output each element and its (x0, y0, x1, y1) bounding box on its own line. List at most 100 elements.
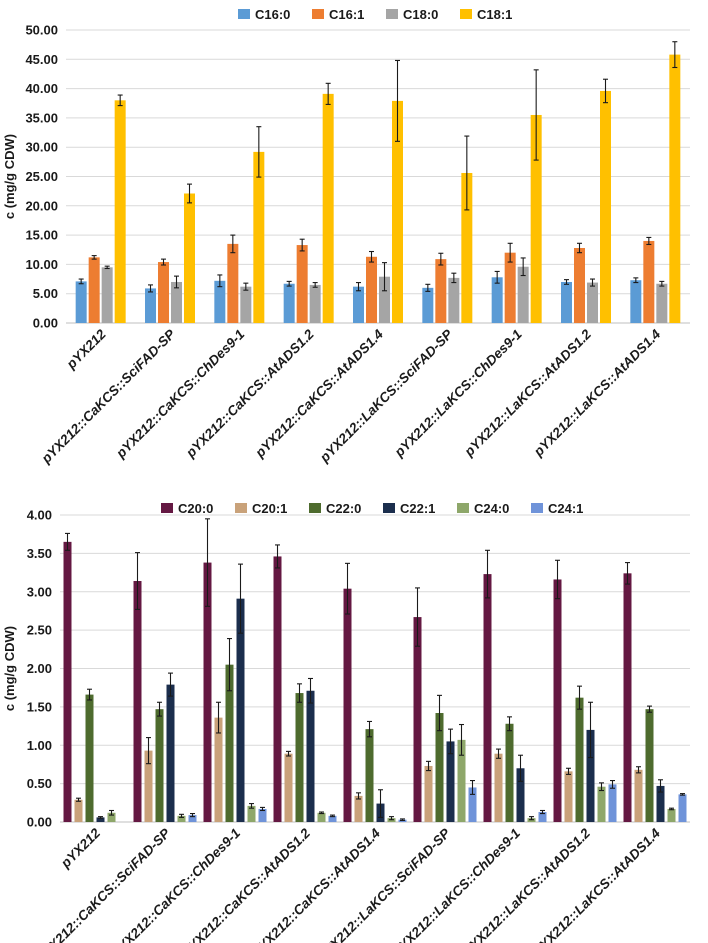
series-C18-1 (114, 41, 681, 324)
bar (74, 799, 83, 822)
y-axis-label: c (mg/g CDW) (2, 134, 17, 219)
bar (505, 723, 514, 822)
y-tick-label: 2.50 (27, 623, 52, 638)
bar (85, 694, 94, 822)
y-axis-label: c (mg/g CDW) (2, 626, 17, 711)
legend: C20:0 C20:1 C22:0 C22:1 C24:0 C24:1 (161, 501, 583, 516)
legend-swatch (531, 503, 543, 513)
bar (354, 795, 363, 822)
y-tick-label: 45.00 (25, 52, 58, 67)
bar (236, 598, 245, 822)
x-tick-label: pYX212::LaKCS::SciFAD-SP (316, 326, 456, 466)
bar (365, 729, 374, 822)
bar (317, 812, 326, 822)
bar (630, 280, 642, 323)
y-tick-label: 40.00 (25, 81, 58, 96)
bar (586, 729, 595, 822)
x-tick-label: pYX212 (57, 825, 103, 871)
bar (457, 739, 466, 822)
bar (587, 282, 598, 323)
x-tick-label: pYX212::LaKCS::AtADS1.2 (461, 326, 595, 460)
bar (561, 281, 572, 323)
legend-swatch (309, 503, 321, 513)
bar (669, 54, 681, 323)
bar (203, 562, 212, 822)
bar (247, 805, 256, 822)
bar (448, 277, 460, 323)
bar (574, 247, 585, 323)
series-C24-0 (107, 723, 676, 822)
bar (504, 252, 516, 323)
bar (283, 283, 295, 323)
bar (564, 771, 573, 822)
bar (214, 717, 223, 822)
bar (273, 556, 282, 822)
y-tick-label: 4.00 (27, 508, 52, 523)
legend-label: C20:0 (178, 501, 213, 516)
x-tick-label: pYX212::CaKCS::AtADS1.4 (252, 326, 387, 461)
bar (322, 93, 334, 324)
y-tick-label: 1.50 (27, 699, 52, 714)
bar (214, 280, 226, 323)
y-tick-label: 0.00 (33, 316, 58, 331)
bar (155, 709, 164, 822)
bar (184, 193, 195, 323)
y-tick-label: 2.00 (27, 661, 52, 676)
legend-label: C18:0 (403, 7, 438, 22)
y-tick-label: 25.00 (25, 169, 58, 184)
bar (158, 262, 169, 323)
bar (517, 266, 529, 323)
y-tick-label: 15.00 (25, 228, 58, 243)
bar (114, 100, 126, 323)
bar (491, 277, 503, 323)
legend-swatch (383, 503, 395, 513)
bar (667, 808, 676, 822)
bar (645, 709, 654, 822)
bar (63, 541, 72, 822)
y-tick-label: 35.00 (25, 110, 58, 125)
bar (295, 693, 304, 822)
series-C18-0 (101, 257, 668, 323)
chart-2: 0.00 0.50 1.00 1.50 2.00 2.50 3.00 3.50 4.00 c (m… (2, 501, 690, 943)
bar (96, 817, 105, 822)
legend-swatch (161, 503, 173, 513)
bar (107, 812, 116, 822)
bar (634, 769, 643, 822)
legend-swatch (238, 9, 250, 19)
series-C20-0 (63, 518, 632, 822)
bar (227, 243, 239, 323)
bar (145, 288, 156, 323)
y-tick-label: 10.00 (25, 257, 58, 272)
series-C16-0 (75, 270, 642, 323)
series-C22-0 (85, 638, 654, 822)
bar (553, 579, 562, 822)
x-tick-label: pYX212::CaKCS::AtADS1.2 (182, 326, 317, 461)
bar (171, 281, 182, 323)
legend-swatch (457, 503, 469, 513)
bar (446, 741, 455, 822)
legend-swatch (460, 9, 472, 19)
legend-label: C16:0 (255, 7, 290, 22)
bar (177, 815, 186, 822)
legend-label: C20:1 (252, 501, 287, 516)
bar (309, 284, 321, 323)
bar (608, 784, 617, 822)
bar (166, 684, 175, 822)
bar (530, 114, 542, 323)
x-tick-label: pYX212 (63, 326, 109, 372)
bar (284, 753, 293, 822)
bar (296, 245, 308, 323)
bar (328, 815, 337, 822)
legend-label: C22:1 (400, 501, 435, 516)
bar (258, 808, 267, 822)
y-tick-label: 3.00 (27, 584, 52, 599)
bar (623, 573, 632, 822)
series-C20-1 (74, 701, 643, 822)
x-tick-label: pYX212::LaKCS::AtADS1.4 (530, 825, 664, 943)
bar (643, 240, 655, 323)
x-tick-label: pYX212::LaKCS::AtADS1.4 (530, 326, 664, 460)
x-tick-label: pYX212::LaKCS::ChDes9-1 (391, 327, 525, 461)
bar (538, 812, 547, 822)
legend-swatch (386, 9, 398, 19)
